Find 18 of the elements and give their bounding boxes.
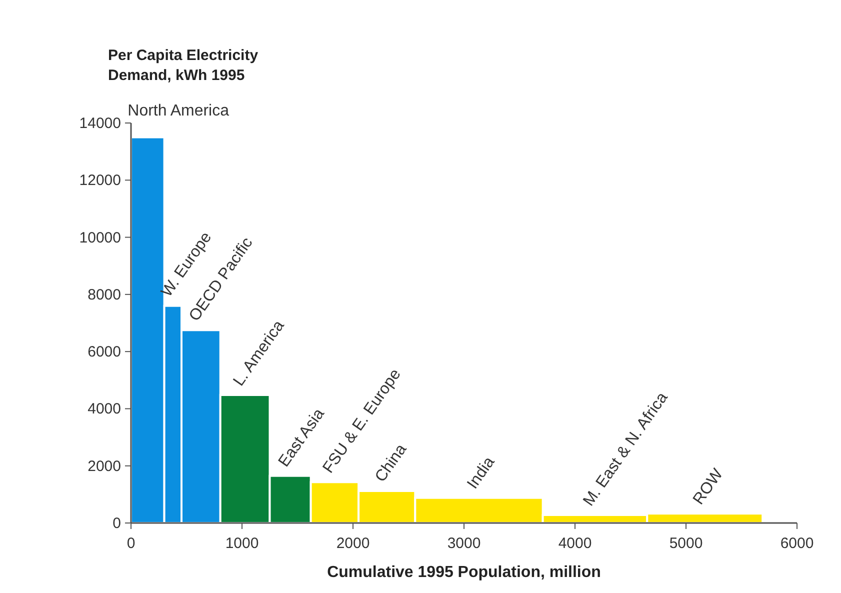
x-tick-label: 4000 <box>558 535 592 552</box>
x-tick-label: 0 <box>126 535 136 552</box>
y-tick-label: 12000 <box>79 172 121 190</box>
y-tick-label: 2000 <box>88 458 121 475</box>
x-tick-label: 2000 <box>336 535 370 552</box>
x-tick-label: 6000 <box>780 535 814 552</box>
y-axis-title: Per Capita Electricity Demand, kWh 1995 <box>108 47 259 84</box>
y-tick-label: 4000 <box>88 400 121 418</box>
y-tick-label: 10000 <box>79 229 121 246</box>
x-tick-label: 5000 <box>669 535 703 552</box>
y-tick-label: 8000 <box>88 286 121 304</box>
x-tick-label: 3000 <box>447 535 481 552</box>
y-tick-label: 14000 <box>79 115 121 132</box>
y-tick-label: 0 <box>112 515 121 532</box>
x-axis-title: Cumulative 1995 Population, million <box>327 564 601 581</box>
x-tick-label: 1000 <box>225 535 259 552</box>
annotation: North America <box>128 102 230 120</box>
y-tick-label: 6000 <box>88 344 121 361</box>
